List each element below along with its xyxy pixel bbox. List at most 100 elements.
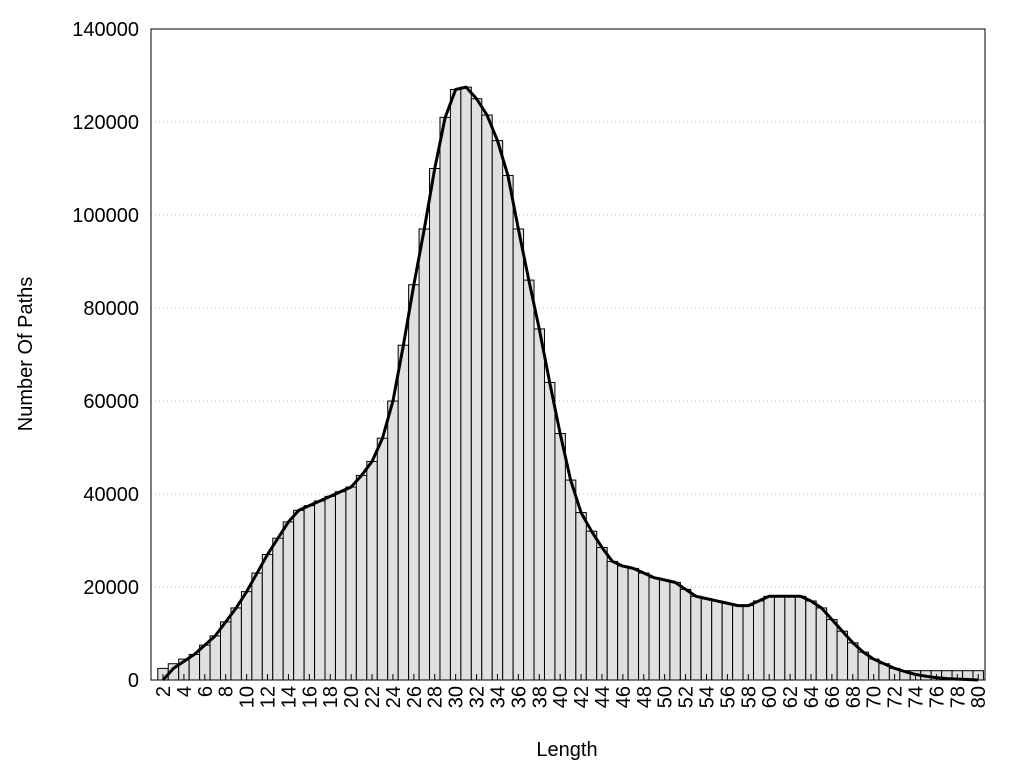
x-tick-label: 6 xyxy=(195,686,217,697)
bar xyxy=(815,607,828,681)
bar xyxy=(658,579,671,681)
bar xyxy=(355,474,368,681)
bar xyxy=(261,553,274,681)
bar xyxy=(690,595,702,681)
bar xyxy=(429,168,441,681)
bar xyxy=(617,565,629,681)
x-tick-label: 76 xyxy=(926,686,948,708)
bar xyxy=(826,619,838,681)
x-tick-label: 66 xyxy=(822,686,844,708)
bar xyxy=(533,328,545,681)
bar xyxy=(679,588,692,681)
bar xyxy=(408,284,420,681)
bar xyxy=(293,509,305,681)
bar xyxy=(303,505,316,681)
bar xyxy=(209,635,222,681)
x-tick-label: 48 xyxy=(634,686,656,708)
y-tick-label: 20000 xyxy=(83,577,139,599)
bar xyxy=(700,598,713,681)
bar xyxy=(763,595,775,681)
x-tick-label: 18 xyxy=(320,686,342,708)
bar xyxy=(345,486,357,681)
bar xyxy=(794,595,807,681)
x-tick-label: 40 xyxy=(550,686,572,708)
x-tick-label: 68 xyxy=(843,686,865,708)
bar xyxy=(627,567,640,681)
bar xyxy=(282,521,295,681)
curve xyxy=(161,85,979,682)
bar xyxy=(596,546,608,681)
bar xyxy=(470,98,483,681)
bar xyxy=(449,88,462,681)
x-tick-label: 24 xyxy=(383,686,405,708)
bar xyxy=(230,607,242,681)
bar xyxy=(575,512,587,681)
bar xyxy=(512,228,525,681)
bar xyxy=(387,400,399,681)
x-tick-label: 28 xyxy=(425,686,447,708)
y-axis-label: Number Of Paths xyxy=(15,277,37,432)
bar xyxy=(376,437,389,681)
x-tick-label: 42 xyxy=(571,686,593,708)
bar xyxy=(564,479,577,681)
x-tick-label: 60 xyxy=(759,686,781,708)
y-tick-label: 60000 xyxy=(83,391,139,413)
x-tick-label: 22 xyxy=(362,686,384,708)
x-tick-label: 4 xyxy=(174,686,196,697)
x-axis-label: Length xyxy=(536,739,597,761)
bar xyxy=(753,600,765,681)
x-tick-label: 56 xyxy=(717,686,739,708)
bar xyxy=(732,605,744,681)
bar xyxy=(543,381,556,681)
x-tick-label: 44 xyxy=(592,686,614,708)
x-tick-label: 62 xyxy=(780,686,802,708)
bar xyxy=(334,491,347,681)
bar xyxy=(272,537,284,681)
x-tick-label: 2 xyxy=(153,686,175,697)
x-tick-label: 12 xyxy=(258,686,280,708)
x-tick-label: 72 xyxy=(885,686,907,708)
y-tick-label: 40000 xyxy=(83,484,139,506)
bar xyxy=(220,621,232,681)
x-tick-label: 64 xyxy=(801,686,823,708)
x-tick-label: 80 xyxy=(968,686,990,708)
x-tick-label: 52 xyxy=(676,686,698,708)
bar xyxy=(491,140,504,681)
bar xyxy=(742,605,755,681)
bar xyxy=(773,595,786,681)
bar xyxy=(251,572,263,681)
bar xyxy=(669,581,681,681)
y-tick-label: 120000 xyxy=(72,112,139,134)
bar xyxy=(784,595,796,681)
x-tick-label: 8 xyxy=(216,686,238,697)
bar xyxy=(314,500,326,681)
bar xyxy=(554,433,566,681)
bar xyxy=(366,460,378,681)
bar xyxy=(460,86,472,681)
x-tick-label: 54 xyxy=(696,686,718,708)
bar xyxy=(805,600,817,681)
bar xyxy=(523,279,535,681)
x-tick-label: 70 xyxy=(864,686,886,708)
x-tick-label: 58 xyxy=(738,686,760,708)
y-tick-label: 100000 xyxy=(72,205,139,227)
x-tick-label: 50 xyxy=(655,686,677,708)
x-tick-label: 10 xyxy=(237,686,259,708)
bar xyxy=(324,495,336,681)
bar xyxy=(502,174,514,681)
y-tick-label: 0 xyxy=(128,670,139,692)
x-tick-label: 74 xyxy=(906,686,928,708)
bar xyxy=(439,116,451,681)
x-tick-label: 38 xyxy=(529,686,551,708)
bar xyxy=(711,600,723,681)
y-tick-label: 80000 xyxy=(83,298,139,320)
x-tick-label: 16 xyxy=(299,686,321,708)
x-tick-label: 32 xyxy=(467,686,489,708)
bar xyxy=(397,344,410,681)
bar xyxy=(606,560,619,681)
plot-frame xyxy=(150,28,986,681)
x-tick-label: 34 xyxy=(487,686,509,708)
bar xyxy=(240,591,253,681)
bar xyxy=(836,630,849,681)
